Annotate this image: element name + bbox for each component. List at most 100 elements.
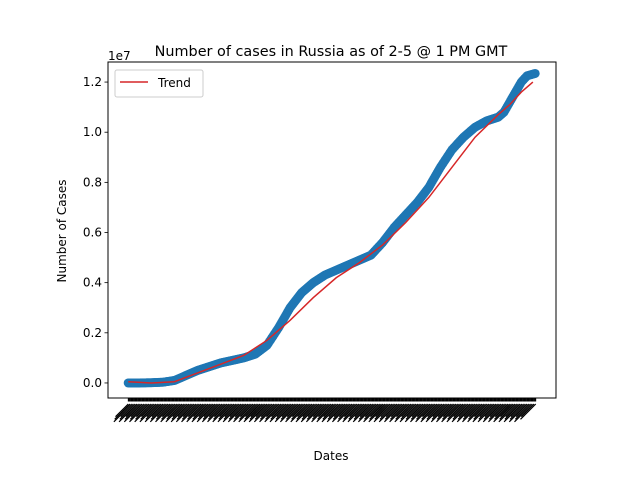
x-tick-label bbox=[337, 403, 356, 423]
x-tick-label bbox=[462, 403, 479, 420]
x-tick-label bbox=[499, 403, 516, 420]
x-tick-label bbox=[474, 403, 488, 418]
x-tick-label bbox=[378, 403, 398, 423]
x-tick-label bbox=[244, 403, 261, 420]
y-tick-label: 0.0 bbox=[83, 376, 102, 390]
trend-line bbox=[128, 81, 534, 384]
x-tick-label bbox=[291, 403, 308, 420]
x-tick-label bbox=[250, 403, 264, 418]
x-tick-label bbox=[165, 403, 185, 423]
x-tick-label bbox=[357, 403, 377, 423]
x-tick-label bbox=[115, 403, 129, 418]
x-tick-label bbox=[328, 403, 342, 418]
x-tick-label bbox=[233, 403, 251, 420]
x-tick-label bbox=[181, 403, 199, 420]
x-tick-label bbox=[494, 403, 509, 418]
x-tick-label bbox=[172, 403, 186, 418]
x-tick-label bbox=[276, 403, 290, 418]
x-tick-label bbox=[196, 403, 216, 423]
y-tick-label: 0.8 bbox=[83, 175, 102, 189]
x-tick-label bbox=[458, 403, 473, 418]
x-tick-label bbox=[369, 403, 386, 420]
x-tick-label bbox=[141, 403, 155, 418]
x-tick-label bbox=[123, 403, 143, 423]
x-tick-label bbox=[337, 403, 355, 420]
x-tick-label bbox=[217, 403, 237, 423]
x-tick-label bbox=[265, 403, 282, 420]
x-tick-label bbox=[296, 403, 313, 420]
x-tick-label bbox=[514, 403, 533, 423]
x-tick-label bbox=[218, 403, 235, 420]
x-tick-label bbox=[452, 403, 469, 420]
x-tick-label bbox=[227, 403, 247, 423]
x-tick-label bbox=[120, 403, 134, 418]
x-tick-label bbox=[145, 403, 162, 420]
x-tick-label bbox=[321, 403, 341, 423]
x-tick-label bbox=[331, 403, 351, 423]
x-tick-label bbox=[482, 403, 502, 423]
x-tick-label bbox=[432, 403, 447, 418]
x-tick-label bbox=[426, 403, 443, 420]
x-tick-label bbox=[305, 403, 325, 423]
x-tick-label bbox=[234, 403, 249, 418]
x-tick-label bbox=[451, 403, 471, 423]
x-tick-label bbox=[520, 403, 537, 420]
x-tick-label bbox=[312, 403, 327, 418]
x-tick-label bbox=[297, 403, 311, 418]
y-scale-note: 1e7 bbox=[108, 49, 131, 63]
legend-trend-label: Trend bbox=[157, 76, 191, 90]
x-tick-label bbox=[420, 403, 440, 423]
x-tick-label bbox=[317, 403, 334, 420]
y-axis: 0.0 0.2 0.4 0.6 0.8 1.0 1.2 bbox=[83, 75, 108, 390]
x-tick-label bbox=[207, 403, 226, 423]
x-tick-label bbox=[177, 403, 192, 418]
x-tick-label bbox=[462, 403, 481, 423]
x-tick-label bbox=[358, 403, 375, 420]
x-tick-label bbox=[192, 403, 209, 420]
x-tick-label bbox=[427, 403, 441, 418]
x-tick-label bbox=[473, 403, 490, 420]
x-tick-label bbox=[171, 403, 188, 420]
x-tick-label bbox=[494, 403, 511, 420]
x-tick-label bbox=[479, 403, 493, 418]
x-tick-label bbox=[239, 403, 254, 418]
x-tick-label bbox=[193, 403, 207, 418]
x-tick-label bbox=[156, 403, 171, 418]
plot-marks bbox=[123, 68, 540, 388]
x-tick-label bbox=[155, 403, 173, 420]
x-tick-label bbox=[129, 403, 146, 420]
x-tick-label bbox=[431, 403, 448, 420]
x-tick-label bbox=[311, 403, 330, 423]
x-tick-label bbox=[224, 403, 238, 418]
x-tick-label bbox=[223, 403, 240, 420]
x-tick-label bbox=[472, 403, 492, 423]
x-tick-label bbox=[166, 403, 183, 420]
x-axis bbox=[113, 398, 537, 423]
x-tick-label bbox=[118, 403, 138, 423]
x-tick-label bbox=[448, 403, 462, 418]
x-tick-label bbox=[389, 403, 408, 423]
x-tick-label bbox=[425, 403, 445, 423]
x-tick-label bbox=[396, 403, 410, 418]
x-tick-label bbox=[203, 403, 218, 418]
x-tick-label bbox=[484, 403, 499, 418]
x-tick-label bbox=[370, 403, 384, 418]
x-tick-label bbox=[509, 403, 526, 420]
x-tick-label bbox=[441, 403, 460, 423]
x-tick-label bbox=[255, 403, 270, 418]
x-tick-label bbox=[290, 403, 310, 423]
x-tick-label bbox=[249, 403, 266, 420]
x-tick-label bbox=[260, 403, 275, 418]
x-tick-label bbox=[384, 403, 401, 420]
x-tick-label bbox=[405, 403, 422, 420]
x-tick-label bbox=[270, 403, 287, 420]
x-tick-label bbox=[332, 403, 349, 420]
x-tick-label bbox=[207, 403, 225, 420]
x-tick-label bbox=[213, 403, 228, 418]
x-tick-label bbox=[399, 403, 419, 423]
x-tick-label bbox=[187, 403, 204, 420]
x-tick-label bbox=[453, 403, 467, 418]
x-tick-label bbox=[197, 403, 214, 420]
x-tick-label bbox=[271, 403, 285, 418]
x-tick-label bbox=[436, 403, 455, 423]
